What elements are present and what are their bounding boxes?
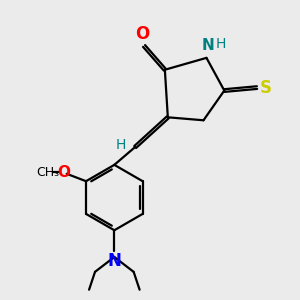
Text: O: O — [57, 165, 70, 180]
Text: N: N — [202, 38, 214, 52]
Text: CH₃: CH₃ — [36, 166, 59, 179]
Text: N: N — [107, 252, 121, 270]
Text: O: O — [135, 25, 150, 43]
Text: H: H — [115, 138, 126, 152]
Text: H: H — [216, 37, 226, 51]
Text: S: S — [260, 79, 272, 97]
